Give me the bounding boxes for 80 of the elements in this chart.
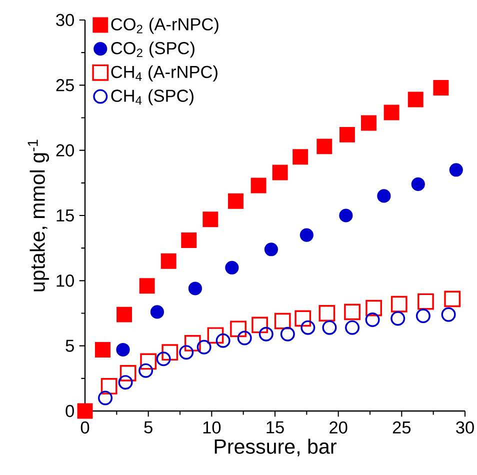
- point: [116, 306, 132, 322]
- point: [202, 212, 218, 228]
- y-tick-label: 25: [56, 79, 74, 92]
- point: [316, 138, 332, 154]
- point: [433, 80, 449, 96]
- point: [258, 326, 274, 342]
- x-tick-label: 20: [330, 421, 348, 434]
- point: [365, 312, 380, 328]
- point: [411, 177, 425, 192]
- point: [181, 232, 197, 248]
- point: [216, 333, 230, 348]
- point: [139, 278, 155, 294]
- point: [118, 375, 133, 390]
- x-tick-label: 5: [144, 421, 152, 434]
- point: [345, 320, 360, 335]
- point: [156, 352, 171, 366]
- y-tick-label: 10: [56, 274, 74, 287]
- point: [344, 304, 360, 320]
- point: [300, 320, 316, 335]
- y-axis-title: uptake, mmol g$^{-1}$: [28, 140, 49, 292]
- legend-label: CO$_{2}$ (SPC): [111, 42, 194, 58]
- point: [140, 353, 157, 370]
- point: [292, 149, 308, 165]
- point: [250, 178, 266, 194]
- point: [230, 320, 246, 338]
- y-tick-label: 5: [66, 340, 74, 352]
- point: [274, 312, 291, 330]
- point: [138, 363, 154, 378]
- point: [162, 344, 178, 361]
- point: [408, 92, 424, 108]
- legend-label: CO$_{2}$ (A-rNPC): [111, 18, 218, 34]
- point: [120, 365, 136, 382]
- point: [225, 260, 239, 274]
- point: [390, 311, 406, 326]
- point: [150, 305, 164, 319]
- point: [418, 293, 434, 310]
- x-tick-label: 15: [266, 421, 284, 434]
- point: [361, 115, 376, 131]
- point: [294, 310, 312, 327]
- legend-label: CH$_{4}$ (A-rNPC): [111, 65, 218, 82]
- point: [179, 345, 194, 360]
- point: [95, 342, 110, 358]
- point: [264, 242, 278, 256]
- y-tick-label: 15: [56, 209, 74, 222]
- point: [228, 193, 244, 209]
- point: [196, 340, 212, 354]
- point: [207, 327, 224, 344]
- x-axis-title: Pressure, bar: [214, 438, 336, 456]
- point: [184, 335, 201, 352]
- point: [318, 305, 336, 322]
- point: [339, 126, 355, 142]
- point: [322, 320, 337, 335]
- point: [100, 378, 118, 394]
- x-tick-label: 0: [80, 421, 90, 434]
- point: [441, 307, 456, 322]
- y-tick-label: 0: [66, 404, 74, 418]
- point: [377, 189, 391, 203]
- y-tick-label: 20: [56, 144, 74, 156]
- point: [300, 228, 314, 242]
- point: [272, 164, 288, 180]
- legend-label: CH$_{4}$ (SPC): [111, 89, 194, 106]
- point: [416, 308, 430, 324]
- point: [77, 403, 93, 419]
- point: [188, 282, 202, 296]
- point: [116, 342, 130, 357]
- x-tick-label: 25: [392, 421, 411, 434]
- point: [252, 316, 268, 334]
- point: [444, 290, 461, 308]
- point: [160, 253, 176, 269]
- x-tick-label: 30: [456, 421, 474, 434]
- point: [366, 300, 382, 316]
- x-tick-label: 10: [203, 421, 221, 434]
- point: [384, 104, 400, 120]
- y-tick-label: 30: [56, 14, 74, 26]
- point: [449, 163, 463, 177]
- point: [339, 208, 353, 222]
- point: [98, 390, 113, 406]
- point: [237, 330, 252, 346]
- point: [390, 296, 408, 312]
- point: [280, 326, 295, 342]
